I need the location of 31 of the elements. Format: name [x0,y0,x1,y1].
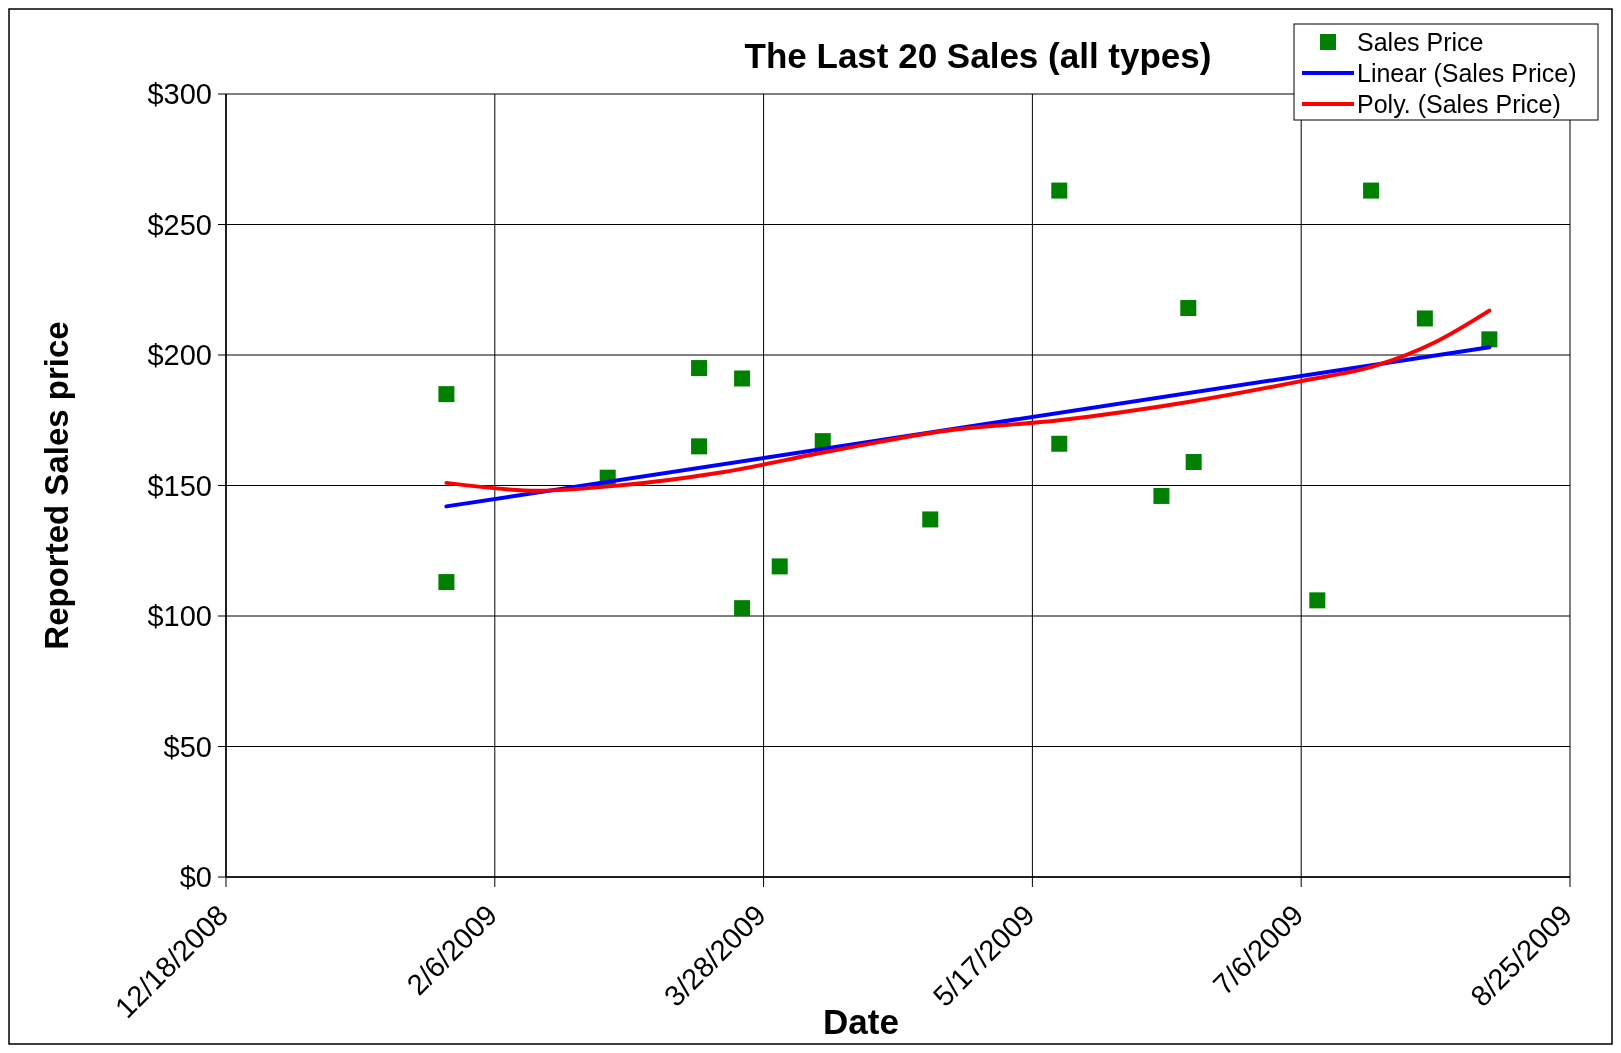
y-tick-label: $150 [147,469,212,502]
point [691,360,708,377]
y-tick-label: $250 [147,208,212,241]
point [438,386,455,403]
line-series [444,308,1492,493]
point [1363,182,1380,199]
point [1416,310,1433,327]
legend-label: Poly. (Sales Price) [1357,90,1561,118]
y-tick-label: $100 [147,600,212,632]
point [734,600,751,617]
legend-label: Sales Price [1357,28,1484,56]
legend-label: Linear (Sales Price) [1357,59,1577,87]
x-axis-title: Date [823,1002,899,1041]
point [771,558,788,575]
point [1180,300,1197,317]
y-tick-label: $0 [179,861,212,893]
y-axis-title: Reported Sales price [38,321,75,650]
point [691,438,708,455]
point [1051,435,1068,452]
y-tick-label: $200 [147,339,212,371]
point [1309,592,1326,609]
point [734,370,751,387]
point [1153,487,1170,504]
point [1051,182,1068,199]
y-tick-label: $300 [147,78,212,110]
point [1481,331,1498,348]
point [1185,454,1202,471]
point [922,511,939,528]
chart-title: The Last 20 Sales (all types) [744,36,1212,75]
point [438,574,455,591]
y-tick-label: $50 [163,730,212,763]
